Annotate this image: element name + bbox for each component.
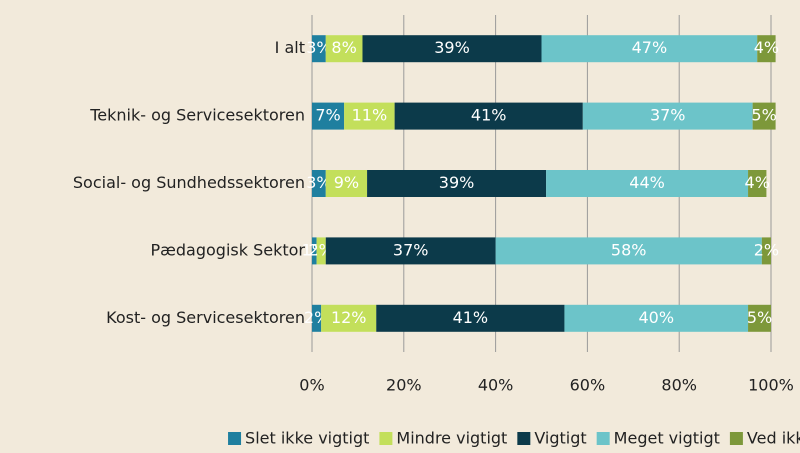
bar-segment xyxy=(748,170,767,197)
data-label: 7% xyxy=(315,106,340,125)
legend-swatch xyxy=(517,432,531,445)
data-label: 47% xyxy=(632,38,668,57)
bar-segment xyxy=(325,170,368,197)
data-label: 58% xyxy=(611,240,647,259)
bar-segment xyxy=(325,237,496,265)
bar-segment xyxy=(344,102,395,130)
data-label: 40% xyxy=(638,308,674,327)
y-tick-label: I alt xyxy=(275,38,305,57)
data-label: 39% xyxy=(439,173,475,192)
y-tick-label: Teknik- og Servicesektoren xyxy=(89,106,305,125)
data-label: 41% xyxy=(453,308,489,327)
data-label: 44% xyxy=(629,173,665,192)
legend-swatch xyxy=(596,432,610,445)
x-tick-label: 0% xyxy=(299,376,324,395)
data-label: 4% xyxy=(754,38,779,57)
bar-segment xyxy=(312,304,322,332)
data-label: 39% xyxy=(434,38,470,57)
data-label: 11% xyxy=(352,106,388,125)
legend-label: Slet ikke vigtigt xyxy=(245,429,369,448)
data-label: 8% xyxy=(331,38,356,57)
data-label: 4% xyxy=(745,173,770,192)
bar-segment xyxy=(582,102,753,130)
legend-label: Vigtigt xyxy=(534,429,586,448)
data-label: 5% xyxy=(751,106,776,125)
bar-segment xyxy=(761,237,771,265)
data-label: 9% xyxy=(334,173,359,192)
bar-segment xyxy=(541,35,758,63)
bar-segment xyxy=(546,170,749,197)
bar-segment xyxy=(312,170,326,197)
bar-segment xyxy=(495,237,762,265)
data-label: 3% xyxy=(306,38,331,57)
legend-swatch xyxy=(379,432,393,445)
legend: Slet ikke vigtigt Mindre vigtigt Vigtigt Me… xyxy=(228,429,800,448)
bar-segment xyxy=(757,35,776,63)
bar-segment xyxy=(367,170,547,197)
bar-segment xyxy=(312,237,317,265)
x-tick-label: 100% xyxy=(748,376,794,395)
y-tick-label: Kost- og Servicesektoren xyxy=(106,308,305,327)
bar-segment xyxy=(312,35,326,63)
legend-swatch xyxy=(729,432,743,445)
data-label: 5% xyxy=(747,308,772,327)
legend-swatch xyxy=(228,432,242,445)
bar-segment xyxy=(325,35,363,63)
data-label: 37% xyxy=(393,240,429,259)
bar-segment xyxy=(316,237,326,265)
legend-label: Mindre vigtigt xyxy=(396,429,507,448)
bar-segment xyxy=(321,304,377,332)
bar-segment xyxy=(312,102,345,130)
bar-segment xyxy=(362,35,542,63)
bar-segment xyxy=(748,304,771,332)
x-tick-label: 60% xyxy=(570,376,606,395)
x-tick-label: 20% xyxy=(386,376,422,395)
y-tick-label: Social- og Sundhedssektoren xyxy=(73,173,305,192)
y-tick-label: Pædagogisk Sektor xyxy=(151,240,306,259)
x-tick-label: 80% xyxy=(661,376,697,395)
data-label: 12% xyxy=(331,308,367,327)
data-label: 41% xyxy=(471,106,507,125)
legend-label: Ved ikke xyxy=(747,429,800,448)
x-tick-label: 40% xyxy=(478,376,514,395)
data-label: 37% xyxy=(650,106,686,125)
bar-segment xyxy=(376,304,565,332)
data-label: 3% xyxy=(306,173,331,192)
bar-segment xyxy=(752,102,776,130)
bar-segment xyxy=(564,304,749,332)
legend-label: Meget vigtigt xyxy=(614,429,720,448)
bar-segment xyxy=(394,102,583,130)
data-label: 2% xyxy=(754,240,779,259)
